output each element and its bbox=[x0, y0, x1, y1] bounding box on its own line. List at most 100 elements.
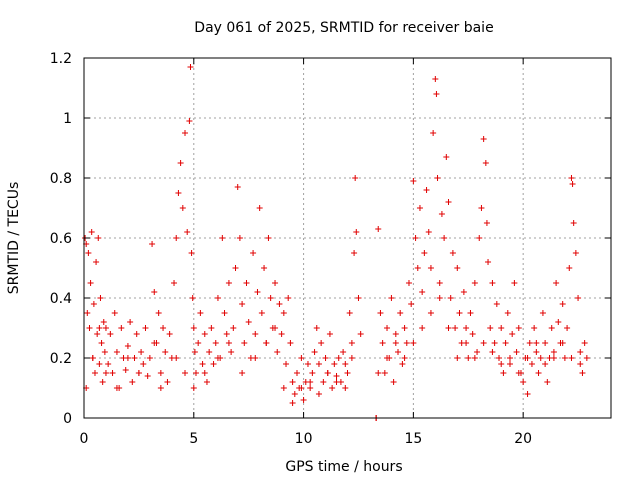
x-tick-label: 10 bbox=[295, 431, 313, 447]
data-point bbox=[506, 355, 513, 361]
data-point bbox=[135, 370, 142, 376]
data-point bbox=[315, 391, 322, 397]
data-point bbox=[95, 235, 102, 241]
data-point bbox=[511, 280, 518, 286]
data-point bbox=[433, 91, 440, 97]
data-point bbox=[491, 340, 498, 346]
data-point bbox=[272, 325, 279, 331]
data-point bbox=[109, 370, 116, 376]
data-point bbox=[206, 349, 213, 355]
data-point bbox=[395, 349, 402, 355]
data-point bbox=[187, 64, 194, 70]
data-point bbox=[324, 370, 331, 376]
data-point bbox=[256, 205, 263, 211]
data-point bbox=[127, 319, 134, 325]
data-point bbox=[225, 280, 232, 286]
data-point bbox=[179, 205, 186, 211]
data-point bbox=[533, 349, 540, 355]
data-point bbox=[572, 250, 579, 256]
data-point bbox=[379, 340, 386, 346]
data-point bbox=[138, 349, 145, 355]
data-point bbox=[88, 229, 95, 235]
data-point bbox=[313, 325, 320, 331]
data-point bbox=[96, 325, 103, 331]
data-point bbox=[425, 229, 432, 235]
data-point bbox=[188, 250, 195, 256]
data-point bbox=[449, 250, 456, 256]
y-tick-label: 0.2 bbox=[50, 351, 72, 367]
data-point bbox=[419, 325, 426, 331]
data-point bbox=[228, 349, 235, 355]
y-tick-label: 0.8 bbox=[50, 171, 72, 187]
data-point bbox=[520, 379, 527, 385]
data-point bbox=[289, 379, 296, 385]
data-point bbox=[232, 265, 239, 271]
x-tick-label: 15 bbox=[404, 431, 422, 447]
data-point bbox=[443, 154, 450, 160]
data-point bbox=[340, 349, 347, 355]
x-tick-label: 5 bbox=[189, 431, 198, 447]
data-point bbox=[287, 340, 294, 346]
data-point bbox=[419, 289, 426, 295]
data-point bbox=[280, 310, 287, 316]
data-point bbox=[201, 331, 208, 337]
data-point bbox=[412, 235, 419, 241]
data-point bbox=[390, 379, 397, 385]
data-point bbox=[300, 397, 307, 403]
data-point bbox=[568, 175, 575, 181]
data-point bbox=[87, 280, 94, 286]
data-point bbox=[274, 349, 281, 355]
data-point bbox=[124, 355, 131, 361]
data-point bbox=[384, 355, 391, 361]
data-point bbox=[524, 391, 531, 397]
x-tick-label: 20 bbox=[514, 431, 532, 447]
data-point bbox=[276, 301, 283, 307]
data-point bbox=[568, 355, 575, 361]
y-tick-label: 0.6 bbox=[50, 231, 72, 247]
data-point bbox=[498, 361, 505, 367]
data-point bbox=[173, 235, 180, 241]
data-point bbox=[99, 379, 106, 385]
data-point bbox=[454, 265, 461, 271]
data-point bbox=[467, 310, 474, 316]
data-point bbox=[199, 361, 206, 367]
data-point bbox=[157, 385, 164, 391]
x-axis-label: GPS time / hours bbox=[285, 459, 402, 475]
data-point bbox=[214, 355, 221, 361]
data-point bbox=[171, 280, 178, 286]
data-point bbox=[223, 331, 230, 337]
data-point bbox=[438, 211, 445, 217]
data-point bbox=[410, 178, 417, 184]
data-point bbox=[550, 349, 557, 355]
data-point bbox=[401, 355, 408, 361]
data-point bbox=[164, 379, 171, 385]
data-point bbox=[304, 361, 311, 367]
data-point bbox=[392, 340, 399, 346]
data-point bbox=[258, 310, 265, 316]
data-point bbox=[436, 280, 443, 286]
data-point bbox=[465, 355, 472, 361]
data-point bbox=[353, 229, 360, 235]
data-point bbox=[245, 319, 252, 325]
data-point bbox=[93, 259, 100, 265]
data-point bbox=[243, 280, 250, 286]
data-point bbox=[102, 370, 109, 376]
data-point bbox=[445, 325, 452, 331]
data-point bbox=[333, 373, 340, 379]
data-point bbox=[283, 361, 290, 367]
data-point bbox=[333, 379, 340, 385]
data-point bbox=[182, 130, 189, 136]
data-point bbox=[272, 280, 279, 286]
data-point bbox=[85, 250, 92, 256]
data-point bbox=[550, 355, 557, 361]
data-point bbox=[566, 265, 573, 271]
y-tick-label: 1.2 bbox=[50, 51, 72, 67]
data-point bbox=[94, 331, 101, 337]
data-point bbox=[456, 310, 463, 316]
data-point bbox=[214, 295, 221, 301]
data-points bbox=[82, 64, 590, 421]
data-point bbox=[144, 373, 151, 379]
data-point bbox=[118, 325, 125, 331]
data-point bbox=[329, 385, 336, 391]
data-point bbox=[96, 361, 103, 367]
